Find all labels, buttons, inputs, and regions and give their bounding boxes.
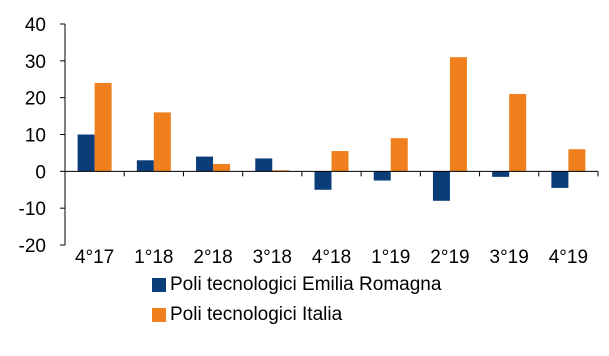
y-tick-label: -20 bbox=[19, 236, 46, 257]
y-axis: -20 -10 0 10 20 30 40 bbox=[19, 15, 66, 257]
bar-emilia-romagna bbox=[492, 171, 510, 177]
bar-italia bbox=[94, 82, 112, 172]
bar-chart: -20 -10 0 10 20 30 40 4°17 1°18 2°18 3°18 4°18 1°19… bbox=[19, 15, 599, 268]
bar-emilia-romagna bbox=[314, 171, 332, 190]
bar-italia bbox=[272, 170, 290, 172]
x-tick-label: 4°17 bbox=[75, 247, 114, 268]
bar-emilia-romagna bbox=[255, 158, 273, 172]
x-tick-label: 3°18 bbox=[253, 247, 292, 268]
bar-emilia-romagna bbox=[432, 171, 450, 201]
x-tick-label: 1°19 bbox=[371, 247, 410, 268]
legend-label-italia: Poli tecnologici Italia bbox=[170, 304, 343, 325]
x-tick-label: 4°19 bbox=[549, 247, 588, 268]
legend-item-emilia-romagna: Poli tecnologici Emilia Romagna bbox=[152, 270, 441, 300]
x-tick-label: 2°19 bbox=[430, 247, 469, 268]
bar-italia bbox=[568, 149, 586, 172]
bar-italia bbox=[390, 138, 408, 172]
bar-emilia-romagna bbox=[77, 134, 95, 172]
bar-italia bbox=[153, 112, 171, 172]
bars bbox=[77, 57, 586, 201]
bar-emilia-romagna bbox=[196, 156, 214, 172]
y-tick-label: 10 bbox=[25, 126, 46, 147]
legend-swatch-italia bbox=[152, 308, 166, 322]
legend: Poli tecnologici Emilia Romagna Poli tec… bbox=[152, 270, 441, 330]
bar-italia bbox=[449, 57, 467, 172]
y-tick-label: 0 bbox=[35, 162, 46, 183]
legend-label-emilia-romagna: Poli tecnologici Emilia Romagna bbox=[170, 274, 442, 295]
legend-swatch-emilia-romagna bbox=[152, 278, 166, 292]
x-tick-label: 3°19 bbox=[490, 247, 529, 268]
x-tick-label: 4°18 bbox=[312, 247, 351, 268]
bar-italia bbox=[331, 151, 349, 172]
legend-item-italia: Poli tecnologici Italia bbox=[152, 300, 441, 330]
y-tick-label: 20 bbox=[25, 89, 46, 110]
bar-emilia-romagna bbox=[136, 160, 154, 172]
bar-emilia-romagna bbox=[373, 171, 391, 181]
x-axis: 4°17 1°18 2°18 3°18 4°18 1°19 2°19 3°19 4°19 bbox=[64, 170, 599, 268]
bar-emilia-romagna bbox=[551, 171, 569, 188]
y-tick-label: 40 bbox=[25, 15, 46, 36]
y-tick-label: -10 bbox=[19, 199, 46, 220]
bar-italia bbox=[509, 93, 527, 172]
bar-italia bbox=[213, 163, 231, 172]
x-tick-label: 2°18 bbox=[193, 247, 232, 268]
y-tick-label: 30 bbox=[25, 52, 46, 73]
x-tick-label: 1°18 bbox=[134, 247, 173, 268]
